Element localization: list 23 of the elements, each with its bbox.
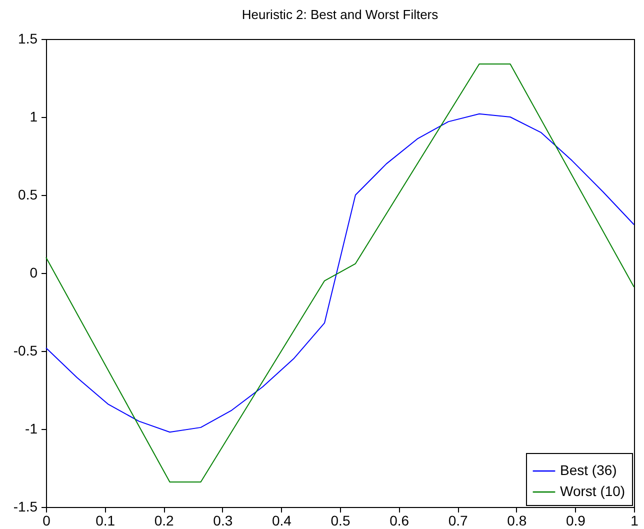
legend-label: Best (36) xyxy=(560,462,617,478)
x-tick-label: 0.1 xyxy=(96,512,116,528)
x-tick-label: 0.7 xyxy=(448,512,468,528)
y-tick-label: 1 xyxy=(30,108,38,124)
y-tick-label: 0.5 xyxy=(18,186,38,202)
y-tick-label: -1.5 xyxy=(13,498,38,514)
line-series xyxy=(46,113,634,433)
x-tick-label: 0.4 xyxy=(272,512,292,528)
y-tick-label: -1 xyxy=(25,420,38,436)
y-tick-label: -0.5 xyxy=(13,342,38,358)
x-tick-label: 0.5 xyxy=(330,512,350,528)
x-tick-label: 0.9 xyxy=(566,512,586,528)
legend-label: Worst (10) xyxy=(560,483,626,499)
x-tick-label: 0.3 xyxy=(213,512,233,528)
x-tick-label: 0.2 xyxy=(154,512,174,528)
x-tick-label: 0.8 xyxy=(507,512,527,528)
y-tick-label: 1.5 xyxy=(18,30,38,46)
chart-title: Heuristic 2: Best and Worst Filters xyxy=(242,7,439,22)
y-tick-label: 0 xyxy=(30,264,38,280)
line-series xyxy=(46,63,634,483)
x-tick-label: 0.6 xyxy=(390,512,410,528)
x-tick-label: 0 xyxy=(42,512,51,528)
x-tick-label: 1 xyxy=(630,512,639,528)
